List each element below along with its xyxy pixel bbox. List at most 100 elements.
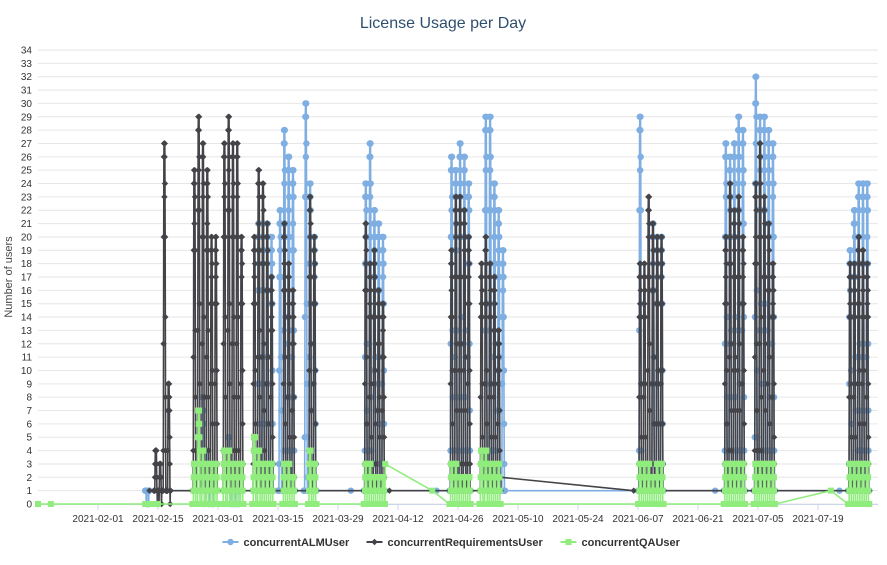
data-point xyxy=(487,153,494,161)
data-point xyxy=(479,447,486,454)
data-point xyxy=(367,153,374,161)
data-point xyxy=(723,140,730,147)
data-point xyxy=(285,273,293,281)
data-point xyxy=(191,166,198,174)
data-point xyxy=(260,460,267,467)
data-point xyxy=(379,273,387,281)
data-point xyxy=(260,207,267,214)
data-point xyxy=(363,207,370,214)
data-point xyxy=(770,460,777,467)
data-point xyxy=(256,393,263,401)
data-point xyxy=(453,193,460,201)
data-point xyxy=(855,247,863,254)
data-point xyxy=(860,247,867,254)
data-point xyxy=(235,393,242,401)
data-point xyxy=(770,313,777,321)
data-point xyxy=(209,420,216,428)
data-point xyxy=(638,434,645,441)
data-point xyxy=(234,140,241,147)
data-point xyxy=(282,353,289,361)
data-point xyxy=(483,367,490,374)
data-point xyxy=(753,260,760,267)
data-point xyxy=(371,287,378,294)
data-point xyxy=(730,367,737,374)
data-point xyxy=(166,460,173,468)
data-point xyxy=(277,233,284,241)
data-point xyxy=(224,327,232,334)
data-point xyxy=(758,447,765,454)
data-point xyxy=(486,166,494,174)
data-point xyxy=(311,233,318,241)
data-point xyxy=(659,487,666,494)
data-point xyxy=(269,474,276,481)
data-point xyxy=(204,220,211,227)
data-point xyxy=(289,220,297,227)
data-point xyxy=(864,180,871,187)
data-point xyxy=(303,140,310,147)
data-point xyxy=(381,487,388,494)
data-point xyxy=(735,193,743,201)
data-point xyxy=(723,233,730,241)
data-point xyxy=(221,193,228,201)
data-point xyxy=(286,287,293,294)
data-point xyxy=(740,166,747,174)
data-point xyxy=(646,407,653,414)
data-point xyxy=(237,380,244,388)
data-point xyxy=(386,487,393,494)
data-point xyxy=(311,273,318,281)
data-point xyxy=(302,113,310,120)
data-point xyxy=(256,327,263,334)
data-point xyxy=(461,273,469,281)
data-point xyxy=(239,474,246,481)
data-point xyxy=(366,393,373,401)
data-point xyxy=(196,434,203,441)
data-point xyxy=(195,126,203,134)
data-point xyxy=(461,207,468,214)
data-point xyxy=(499,260,507,267)
data-point xyxy=(740,420,748,428)
legend-item-concurrentQAUser[interactable]: concurrentQAUser xyxy=(560,537,681,549)
data-point xyxy=(311,260,319,267)
data-point xyxy=(282,420,289,428)
data-point xyxy=(769,193,777,201)
data-point xyxy=(367,287,374,294)
data-point xyxy=(166,407,173,414)
data-point xyxy=(212,273,220,281)
data-point xyxy=(281,247,289,254)
data-point xyxy=(464,380,472,388)
data-point xyxy=(453,460,460,467)
data-point xyxy=(457,220,464,227)
data-point xyxy=(251,233,258,241)
data-point xyxy=(466,474,473,481)
data-point xyxy=(740,233,747,241)
data-point xyxy=(256,447,263,454)
y-tick-label: 30 xyxy=(21,99,33,110)
data-point xyxy=(457,193,464,201)
data-point xyxy=(196,420,203,427)
data-point xyxy=(281,460,288,467)
legend[interactable]: concurrentALMUser concurrentRequirementsU… xyxy=(222,537,681,549)
y-tick-label: 1 xyxy=(26,486,32,497)
data-point xyxy=(655,420,662,428)
data-point xyxy=(753,460,760,467)
data-point xyxy=(146,487,153,494)
data-point xyxy=(851,460,858,467)
data-point xyxy=(740,460,747,467)
data-point xyxy=(641,260,648,267)
data-point xyxy=(658,273,665,281)
data-point xyxy=(363,247,370,254)
data-point xyxy=(290,434,298,441)
data-point xyxy=(285,153,293,161)
y-tick-label: 32 xyxy=(21,72,33,83)
data-point xyxy=(200,447,207,454)
data-point xyxy=(491,313,498,321)
data-point xyxy=(752,100,760,107)
legend-item-concurrentRequirementsUser[interactable]: concurrentRequirementsUser xyxy=(366,537,544,549)
data-point xyxy=(311,300,319,307)
data-point xyxy=(487,113,494,120)
data-point xyxy=(859,260,867,267)
data-point xyxy=(457,140,464,147)
data-point xyxy=(196,153,203,161)
legend-item-concurrentALMUser[interactable]: concurrentALMUser xyxy=(222,537,350,549)
data-point xyxy=(213,474,220,481)
